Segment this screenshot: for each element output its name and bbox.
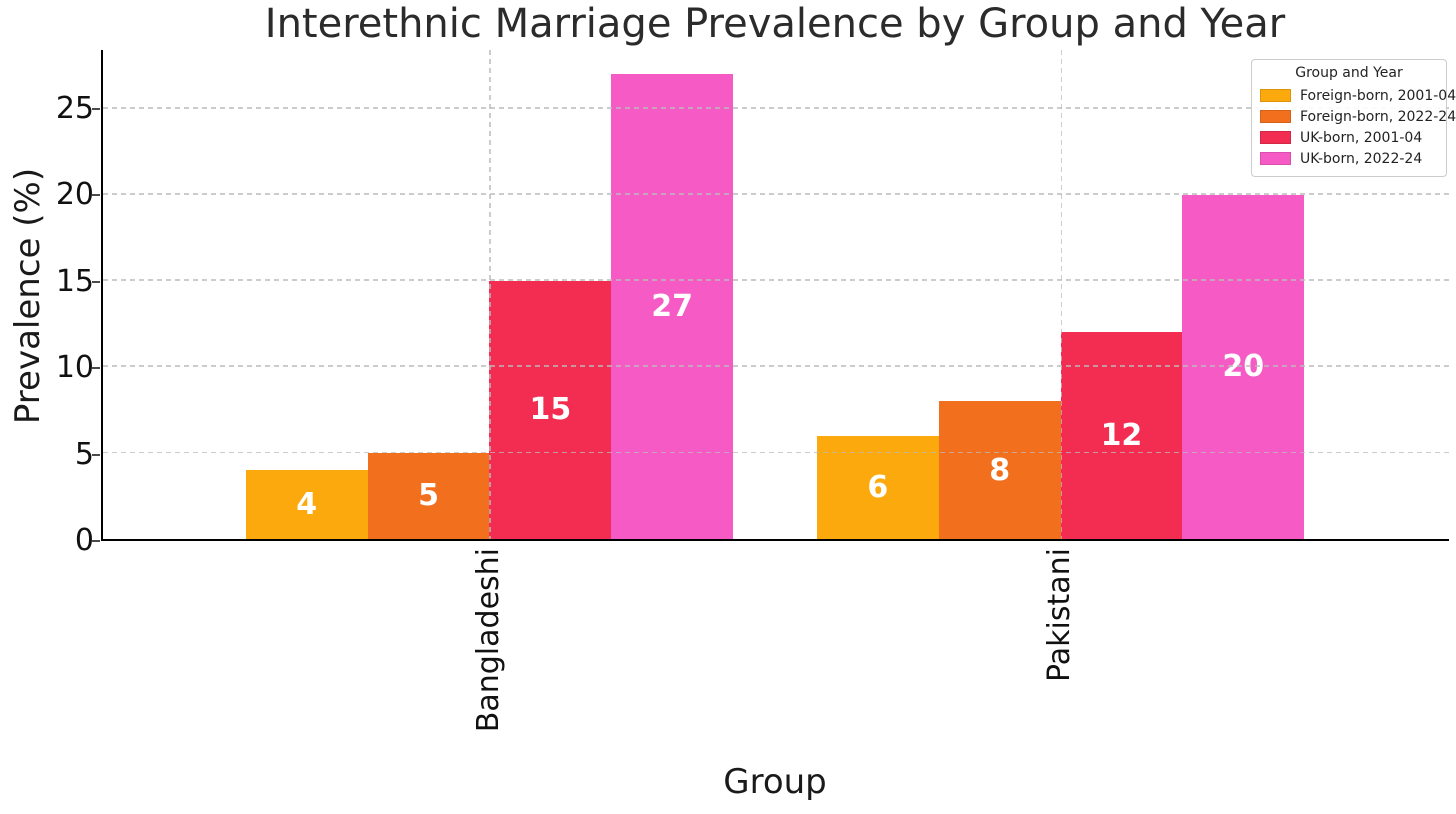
gridline-horizontal — [103, 107, 1449, 109]
bar-value-label: 15 — [529, 392, 572, 428]
legend-swatch — [1260, 89, 1291, 102]
bar-value-label: 27 — [651, 289, 694, 325]
legend-swatch — [1260, 152, 1291, 165]
bar-value-label: 4 — [296, 487, 318, 523]
y-axis-label-container: Prevalence (%) — [0, 50, 56, 541]
legend-item: Foreign-born, 2022-24 — [1260, 106, 1456, 127]
y-tick-label: 20 — [55, 177, 94, 213]
legend-item: UK-born, 2022-24 — [1260, 148, 1438, 169]
bar-value-label: 12 — [1100, 418, 1143, 454]
legend-item: Foreign-born, 2001-04 — [1260, 85, 1456, 106]
legend-item: UK-born, 2001-04 — [1260, 127, 1438, 148]
y-tick-mark — [92, 367, 100, 370]
legend-title: Group and Year — [1295, 65, 1403, 81]
y-tick-label: 10 — [55, 350, 94, 386]
y-tick-label: 0 — [74, 523, 94, 558]
bar-value-label: 6 — [867, 469, 889, 505]
legend-item-label: UK-born, 2022-24 — [1300, 150, 1423, 167]
y-tick-mark — [92, 107, 100, 110]
legend-item-label: Foreign-born, 2022-24 — [1300, 108, 1456, 125]
bar-value-label: 20 — [1222, 349, 1265, 385]
bar: 8 — [938, 401, 1061, 539]
legend-swatch — [1260, 131, 1291, 144]
x-tick-label: Pakistani — [1042, 548, 1078, 682]
legend-item-label: Foreign-born, 2001-04 — [1300, 87, 1456, 104]
x-tick-label: Bangladeshi — [470, 548, 506, 733]
y-tick-label: 5 — [74, 436, 94, 472]
y-axis-label: Prevalence (%) — [8, 167, 48, 424]
x-axis-label: Group — [723, 762, 827, 802]
bar: 27 — [611, 74, 734, 539]
bar-value-label: 5 — [418, 478, 439, 514]
bar: 12 — [1060, 332, 1183, 539]
y-tick-mark — [92, 453, 100, 456]
bar: 4 — [245, 470, 368, 539]
y-tick-label: 25 — [55, 90, 94, 126]
legend: Group and Year Foreign-born, 2001-04 Fore… — [1251, 59, 1456, 177]
bar: 20 — [1182, 194, 1305, 539]
y-tick-label: 15 — [55, 263, 94, 299]
plot-area: 4 5 15 27 6 8 12 20 — [101, 50, 1449, 541]
legend-item-label: UK-born, 2001-04 — [1300, 129, 1423, 146]
y-tick-mark — [92, 540, 100, 542]
bar: 5 — [367, 452, 490, 539]
y-tick-mark — [92, 280, 100, 283]
bar: 6 — [816, 435, 939, 539]
y-tick-mark — [92, 194, 100, 197]
legend-items: Foreign-born, 2001-04 Foreign-born, 2022-… — [1260, 85, 1456, 169]
chart-title: Interethnic Marriage Prevalence by Group… — [264, 1, 1286, 47]
bar-value-label: 8 — [989, 452, 1011, 488]
bar: 15 — [489, 280, 612, 539]
legend-swatch — [1260, 110, 1291, 123]
